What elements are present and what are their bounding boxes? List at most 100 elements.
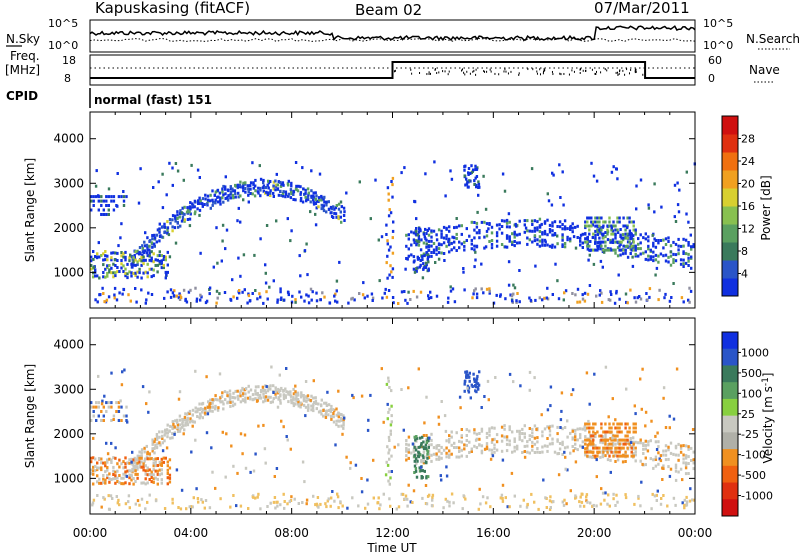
heatmap-cell: [125, 195, 128, 199]
heatmap-cell: [687, 447, 690, 451]
heatmap-cell: [314, 223, 318, 227]
heatmap-cell: [642, 447, 645, 451]
heatmap-cell: [377, 496, 380, 500]
heatmap-cell: [144, 472, 147, 476]
heatmap-cell: [390, 454, 393, 458]
heatmap-cell: [194, 406, 197, 410]
heatmap-cell: [158, 259, 161, 263]
heatmap-cell: [161, 430, 164, 434]
heatmap-cell: [493, 443, 496, 447]
heatmap-cell: [684, 461, 688, 465]
heatmap-cell: [128, 476, 131, 480]
heatmap-cell: [415, 446, 418, 450]
heatmap-cell: [115, 495, 118, 498]
heatmap-cell: [314, 197, 318, 201]
heatmap-cell: [639, 438, 642, 442]
heatmap-cell: [325, 210, 328, 214]
heatmap-cell: [144, 457, 147, 461]
heatmap-cell: [241, 398, 245, 402]
heatmap-cell: [155, 433, 159, 436]
heatmap-cell: [110, 441, 113, 445]
heatmap-cell: [606, 443, 610, 447]
heatmap-cell: [110, 405, 113, 409]
heatmap-cell: [677, 453, 680, 457]
heatmap-cell: [611, 443, 615, 447]
heatmap-cell: [594, 241, 597, 245]
heatmap-cell: [102, 477, 105, 481]
heatmap-cell: [272, 184, 275, 188]
heatmap-cell: [387, 479, 390, 483]
nave-tick-top: 60: [708, 54, 722, 67]
heatmap-cell: [342, 426, 345, 430]
heatmap-cell: [604, 240, 607, 244]
heatmap-cell: [90, 468, 93, 472]
heatmap-cell: [615, 289, 618, 293]
heatmap-cell: [140, 465, 143, 469]
heatmap-cell: [491, 454, 495, 458]
heatmap-cell: [136, 275, 139, 279]
heatmap-cell: [550, 500, 554, 504]
heatmap-cell: [153, 242, 156, 246]
heatmap-cell: [649, 439, 652, 443]
colorbar-swatch: [722, 449, 738, 467]
heatmap-cell: [400, 290, 404, 294]
heatmap-cell: [296, 402, 300, 406]
heatmap-cell: [163, 507, 167, 510]
heatmap-cell: [312, 494, 315, 498]
heatmap-cell: [674, 503, 677, 507]
heatmap-cell: [214, 394, 217, 398]
heatmap-cell: [142, 462, 145, 466]
heatmap-cell: [574, 442, 577, 446]
heatmap-cell: [598, 293, 601, 297]
heatmap-cell: [500, 493, 504, 497]
heatmap-cell: [510, 471, 514, 475]
heatmap-cell: [557, 297, 561, 301]
heatmap-cell: [259, 396, 263, 400]
heatmap-cell: [118, 270, 121, 273]
heatmap-cell: [484, 207, 488, 211]
heatmap-cell: [97, 401, 100, 405]
heatmap-cell: [285, 390, 288, 394]
heatmap-cell: [128, 270, 131, 274]
heatmap-cell: [282, 492, 285, 496]
heatmap-cell: [465, 375, 468, 379]
heatmap-cell: [242, 183, 245, 187]
heatmap-cell: [161, 449, 165, 453]
heatmap-cell: [222, 184, 225, 188]
heatmap-cell: [407, 233, 410, 237]
heatmap-cell: [630, 454, 633, 458]
heatmap-cell: [589, 240, 592, 243]
heatmap-cell: [687, 252, 690, 256]
heatmap-cell: [482, 174, 485, 178]
heatmap-cell: [279, 393, 282, 397]
heatmap-cell: [648, 295, 651, 299]
heatmap-cell: [123, 368, 126, 372]
heatmap-cell: [426, 456, 429, 460]
heatmap-cell: [325, 200, 328, 204]
heatmap-cell: [440, 229, 443, 233]
heatmap-cell: [644, 447, 647, 451]
heatmap-cell: [657, 254, 660, 258]
heatmap-cell: [341, 504, 344, 508]
heatmap-cell: [422, 241, 426, 245]
heatmap-cell: [531, 229, 534, 233]
heatmap-cell: [511, 299, 514, 303]
heatmap-cell: [194, 410, 197, 414]
heatmap-cell: [279, 399, 282, 403]
heatmap-cell: [157, 180, 160, 184]
heatmap-cell: [634, 300, 638, 304]
heatmap-cell: [198, 402, 201, 406]
heatmap-cell: [128, 482, 131, 486]
heatmap-cell: [277, 180, 280, 184]
heatmap-cell: [108, 477, 111, 481]
heatmap-cell: [252, 181, 255, 185]
heatmap-cell: [611, 229, 615, 233]
heatmap-cell: [551, 424, 554, 428]
heatmap-cell: [158, 250, 161, 254]
nave-sample: [595, 73, 597, 76]
heatmap-cell: [171, 420, 174, 424]
heatmap-cell: [96, 474, 99, 478]
heatmap-cell: [254, 289, 257, 292]
velocity-colorbar-label: Velocity [m s-1]: [761, 373, 775, 464]
heatmap-cell: [606, 224, 609, 228]
